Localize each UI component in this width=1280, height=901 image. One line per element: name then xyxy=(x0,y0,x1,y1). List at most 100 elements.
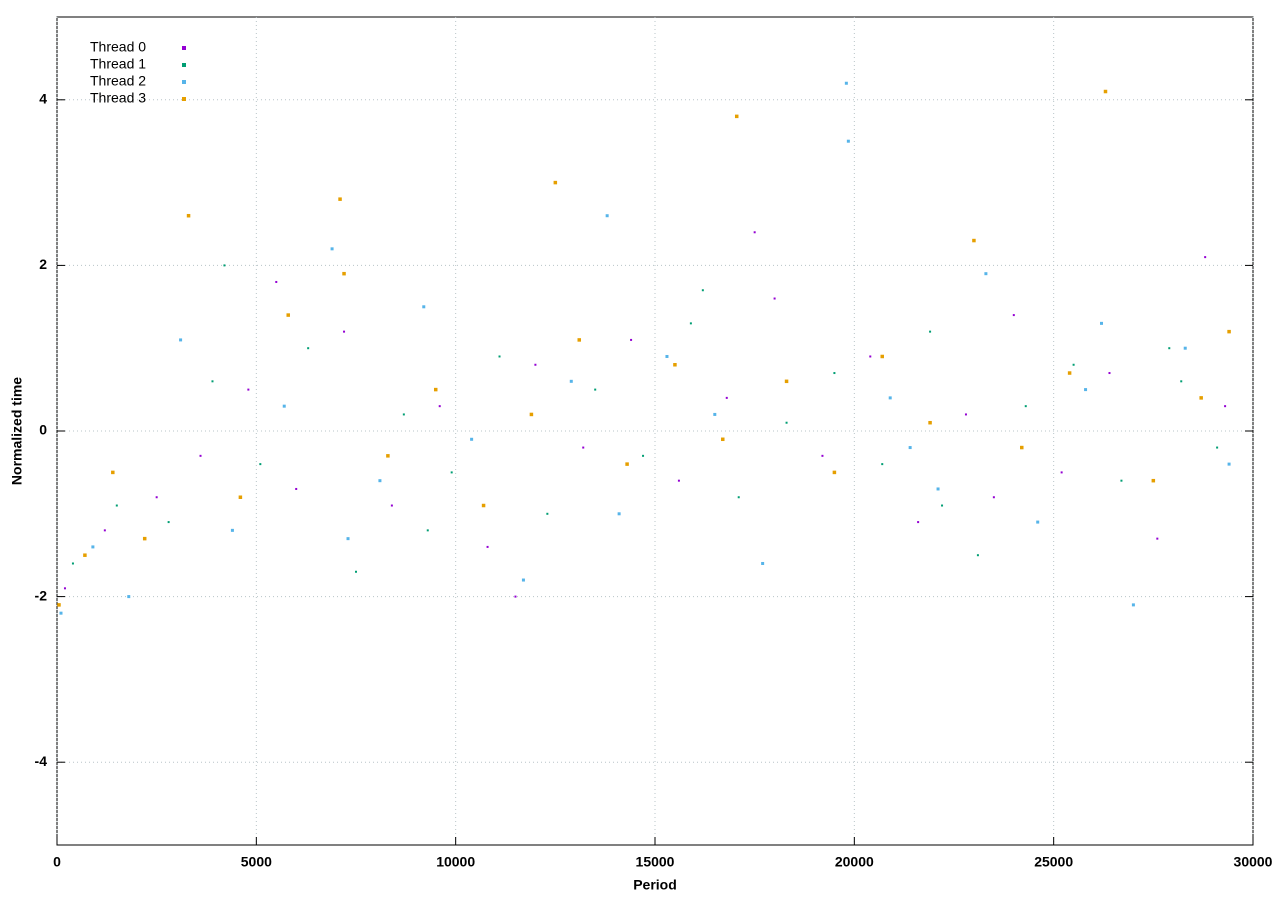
point xyxy=(734,114,739,119)
point xyxy=(1072,363,1075,366)
x-axis-label: Period xyxy=(633,877,677,893)
point xyxy=(286,313,290,317)
point xyxy=(481,503,486,508)
point xyxy=(355,570,357,573)
legend-marker xyxy=(182,97,186,101)
x-tick-label: 15000 xyxy=(636,854,675,870)
point xyxy=(521,578,525,582)
point xyxy=(167,521,170,524)
point xyxy=(1120,479,1123,482)
point xyxy=(103,529,106,532)
x-tick-label: 0 xyxy=(53,854,61,870)
point xyxy=(701,289,704,292)
point xyxy=(390,504,393,507)
point xyxy=(1103,89,1108,94)
point xyxy=(199,454,202,457)
point xyxy=(422,305,426,309)
legend-label: Thread 3 xyxy=(90,90,146,106)
point xyxy=(1067,371,1072,375)
point xyxy=(111,470,115,475)
point xyxy=(785,421,788,424)
y-tick-label: 4 xyxy=(39,91,47,107)
point xyxy=(1216,446,1219,449)
legend-marker xyxy=(182,80,186,84)
point xyxy=(753,231,756,234)
point xyxy=(713,412,717,416)
point xyxy=(642,454,645,457)
point xyxy=(677,479,680,482)
point xyxy=(378,479,382,483)
point xyxy=(992,496,995,499)
point xyxy=(1060,471,1063,474)
point xyxy=(346,537,350,541)
point xyxy=(917,521,920,524)
point xyxy=(582,446,585,449)
point xyxy=(402,413,405,416)
point xyxy=(91,545,95,549)
point xyxy=(1024,405,1027,408)
point xyxy=(142,536,147,541)
point xyxy=(343,330,346,333)
legend-marker xyxy=(182,63,186,67)
point xyxy=(498,355,501,358)
point xyxy=(625,462,629,466)
point xyxy=(1151,478,1156,483)
point xyxy=(230,528,234,532)
point xyxy=(330,247,334,251)
point xyxy=(295,487,298,490)
point xyxy=(1224,405,1227,408)
point xyxy=(450,471,453,474)
x-tick-label: 30000 xyxy=(1234,854,1273,870)
point xyxy=(71,562,74,565)
point xyxy=(1108,372,1111,375)
point xyxy=(1020,445,1024,450)
legend-label: Thread 2 xyxy=(90,73,146,89)
point xyxy=(63,587,66,590)
point xyxy=(936,487,940,491)
point xyxy=(761,561,765,565)
point xyxy=(1036,520,1040,524)
point xyxy=(386,454,390,458)
point xyxy=(470,437,474,441)
point xyxy=(426,529,429,532)
point xyxy=(275,280,278,283)
point xyxy=(338,197,342,201)
point xyxy=(972,238,976,243)
point xyxy=(179,338,183,342)
point xyxy=(247,388,250,391)
point xyxy=(784,379,789,384)
point xyxy=(57,603,61,607)
point xyxy=(186,213,191,218)
point xyxy=(689,322,692,325)
point xyxy=(869,355,872,358)
point xyxy=(964,413,967,416)
point xyxy=(941,504,944,507)
point xyxy=(211,380,214,383)
point xyxy=(821,454,824,457)
legend-marker xyxy=(182,46,186,50)
point xyxy=(1100,321,1104,325)
point xyxy=(1227,329,1231,334)
point xyxy=(630,338,633,341)
point xyxy=(342,271,346,276)
point xyxy=(282,404,286,408)
point xyxy=(1168,347,1171,350)
point xyxy=(1156,537,1159,540)
point xyxy=(928,420,932,425)
x-tick-label: 25000 xyxy=(1034,854,1073,870)
point xyxy=(846,139,850,143)
point xyxy=(1012,314,1015,317)
point xyxy=(514,595,517,598)
point xyxy=(617,512,621,516)
point xyxy=(577,338,582,342)
point xyxy=(553,180,558,185)
point xyxy=(594,388,597,391)
point xyxy=(486,545,489,548)
point xyxy=(929,330,932,333)
point xyxy=(888,396,892,400)
point xyxy=(155,496,158,499)
point xyxy=(880,354,884,359)
point xyxy=(721,437,725,442)
point xyxy=(1084,388,1088,392)
